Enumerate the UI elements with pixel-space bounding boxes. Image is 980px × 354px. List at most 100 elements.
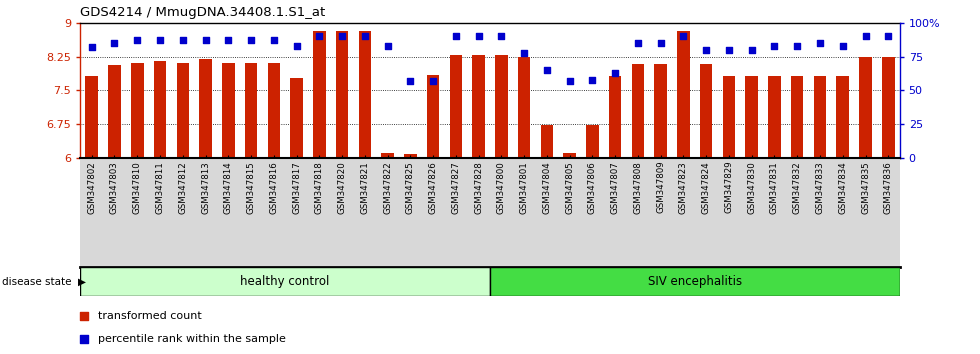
Text: GSM347811: GSM347811	[156, 161, 165, 213]
Point	[494, 34, 510, 39]
Text: GSM347802: GSM347802	[87, 161, 96, 213]
Point	[152, 38, 168, 43]
Point	[243, 38, 259, 43]
Point	[289, 43, 305, 49]
Text: percentile rank within the sample: percentile rank within the sample	[98, 333, 285, 344]
Text: GSM347820: GSM347820	[337, 161, 347, 213]
Text: GSM347809: GSM347809	[657, 161, 665, 213]
Bar	[450, 55, 463, 158]
Text: GSM347823: GSM347823	[679, 161, 688, 213]
Text: disease state  ▶: disease state ▶	[2, 276, 86, 286]
Bar	[722, 76, 735, 158]
Bar	[131, 63, 143, 158]
Text: GSM347808: GSM347808	[633, 161, 643, 213]
Text: GSM347833: GSM347833	[815, 161, 824, 213]
Text: GSM347821: GSM347821	[361, 161, 369, 213]
Bar	[837, 76, 849, 158]
Text: GSM347836: GSM347836	[884, 161, 893, 213]
Point	[858, 34, 873, 39]
Point	[129, 38, 145, 43]
Bar	[882, 57, 895, 158]
Bar	[586, 125, 599, 158]
Point	[425, 78, 441, 84]
Bar	[427, 75, 439, 158]
Point	[835, 43, 851, 49]
Bar	[768, 76, 781, 158]
Point	[539, 67, 555, 73]
Text: SIV encephalitis: SIV encephalitis	[648, 275, 742, 288]
Bar	[541, 125, 553, 158]
Text: GSM347824: GSM347824	[702, 161, 710, 213]
Text: GSM347810: GSM347810	[132, 161, 142, 213]
Point	[789, 43, 805, 49]
Point	[198, 38, 214, 43]
Bar	[336, 31, 348, 158]
Text: GDS4214 / MmugDNA.34408.1.S1_at: GDS4214 / MmugDNA.34408.1.S1_at	[80, 6, 325, 19]
Text: GSM347801: GSM347801	[519, 161, 528, 213]
Bar	[176, 63, 189, 158]
Text: GSM347830: GSM347830	[747, 161, 757, 213]
Bar	[245, 63, 258, 158]
Point	[470, 34, 486, 39]
Bar	[359, 31, 371, 158]
Point	[84, 44, 100, 50]
Text: GSM347812: GSM347812	[178, 161, 187, 213]
Bar	[655, 64, 667, 158]
Bar	[199, 59, 212, 158]
Text: GSM347825: GSM347825	[406, 161, 415, 213]
Bar	[632, 64, 644, 158]
Bar	[108, 65, 121, 158]
Point	[266, 38, 281, 43]
Text: GSM347803: GSM347803	[110, 161, 119, 213]
Bar	[746, 76, 758, 158]
Text: GSM347822: GSM347822	[383, 161, 392, 213]
Bar	[381, 153, 394, 158]
Bar	[404, 154, 416, 158]
Point	[76, 313, 92, 319]
Text: GSM347828: GSM347828	[474, 161, 483, 213]
Text: healthy control: healthy control	[240, 275, 330, 288]
Text: GSM347805: GSM347805	[565, 161, 574, 213]
Text: GSM347829: GSM347829	[724, 161, 733, 213]
Bar	[472, 55, 485, 158]
Bar	[791, 76, 804, 158]
Point	[608, 70, 623, 76]
Point	[379, 43, 395, 49]
Bar	[80, 267, 490, 296]
Point	[312, 34, 327, 39]
Text: GSM347816: GSM347816	[270, 161, 278, 213]
Point	[744, 47, 760, 53]
Point	[448, 34, 464, 39]
Bar	[813, 76, 826, 158]
Text: GSM347817: GSM347817	[292, 161, 301, 213]
Text: GSM347806: GSM347806	[588, 161, 597, 213]
Point	[630, 40, 646, 46]
Text: GSM347826: GSM347826	[428, 161, 438, 213]
Point	[699, 47, 714, 53]
Text: GSM347832: GSM347832	[793, 161, 802, 213]
Text: GSM347815: GSM347815	[247, 161, 256, 213]
Text: GSM347813: GSM347813	[201, 161, 210, 213]
Bar	[677, 31, 690, 158]
Point	[562, 78, 577, 84]
Bar	[564, 153, 576, 158]
Text: GSM347818: GSM347818	[315, 161, 323, 213]
Text: GSM347804: GSM347804	[542, 161, 552, 213]
Bar	[609, 76, 621, 158]
Bar	[222, 63, 234, 158]
Point	[675, 34, 691, 39]
Point	[76, 336, 92, 342]
Bar	[700, 64, 712, 158]
Text: GSM347800: GSM347800	[497, 161, 506, 213]
Bar	[490, 267, 900, 296]
Bar	[268, 63, 280, 158]
Text: GSM347831: GSM347831	[770, 161, 779, 213]
Point	[653, 40, 668, 46]
Bar	[859, 57, 872, 158]
Bar	[154, 61, 167, 158]
Point	[766, 43, 782, 49]
Text: GSM347827: GSM347827	[452, 161, 461, 213]
Point	[220, 38, 236, 43]
Bar	[85, 76, 98, 158]
Point	[584, 77, 600, 82]
